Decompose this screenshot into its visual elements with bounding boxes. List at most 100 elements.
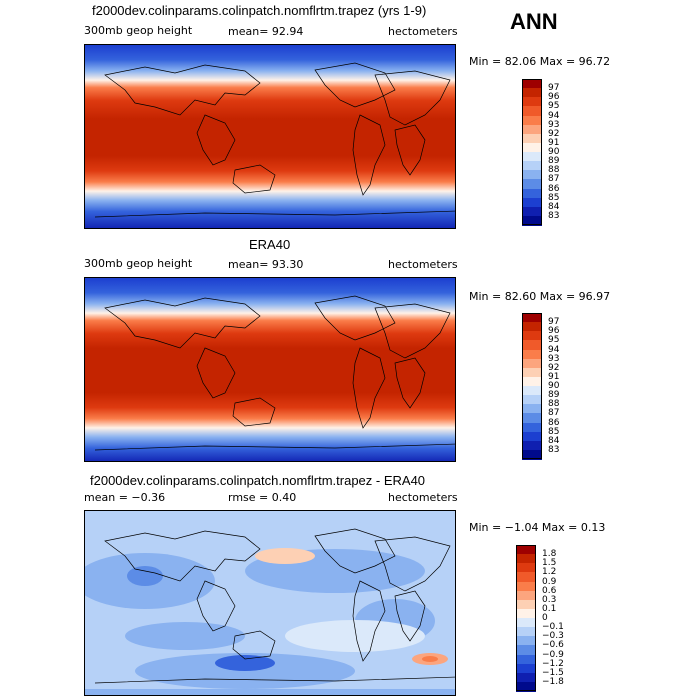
colorbar-swatch bbox=[522, 206, 542, 217]
colorbar-swatch bbox=[522, 449, 542, 460]
colorbar-swatch bbox=[522, 349, 542, 360]
colorbar-swatch bbox=[522, 376, 542, 387]
colorbar-swatch bbox=[516, 554, 536, 565]
panel1-mean-label: mean= 92.94 bbox=[228, 25, 304, 38]
panel3-coastlines bbox=[94, 528, 455, 684]
colorbar-tick-label: 90 bbox=[548, 381, 560, 391]
colorbar-swatch bbox=[516, 618, 536, 628]
panel2-units-label: hectometers bbox=[388, 258, 458, 271]
colorbar-tick-label: 87 bbox=[548, 174, 560, 185]
colorbar-tick-label: 86 bbox=[548, 183, 560, 194]
panel1-coastlines bbox=[94, 62, 455, 218]
panel3-diff-field bbox=[85, 548, 455, 695]
colorbar-swatch bbox=[522, 331, 542, 342]
colorbar-swatch bbox=[522, 395, 542, 406]
colorbar-swatch bbox=[522, 431, 542, 442]
colorbar-swatch bbox=[522, 170, 542, 181]
colorbar-tick-label: 95 bbox=[548, 335, 560, 346]
colorbar-swatch bbox=[516, 572, 536, 583]
colorbar-swatch bbox=[522, 340, 542, 351]
colorbar-swatch bbox=[522, 133, 542, 144]
colorbar-tick-label: 88 bbox=[548, 399, 560, 410]
panel2-coastlines bbox=[94, 295, 455, 451]
colorbar-swatch bbox=[522, 188, 542, 199]
colorbar-swatch bbox=[516, 672, 536, 683]
colorbar-tick-label: 91 bbox=[548, 371, 560, 382]
colorbar-tick-label: −1.5 bbox=[542, 667, 564, 678]
colorbar-swatch bbox=[522, 215, 542, 226]
panel1-field-label: 300mb geop height bbox=[84, 24, 193, 37]
colorbar-swatch bbox=[516, 590, 536, 601]
panel3-rmse-label: rmse = 0.40 bbox=[228, 491, 297, 504]
colorbar-swatch bbox=[522, 322, 542, 333]
colorbar-tick-label: 94 bbox=[548, 344, 560, 355]
colorbar-swatch bbox=[522, 152, 542, 162]
panel1-title: f2000dev.colinparams.colinpatch.nomflrtm… bbox=[92, 3, 427, 18]
panel2-map bbox=[84, 277, 456, 462]
colorbar-tick-label: 93 bbox=[548, 119, 560, 130]
colorbar-swatch bbox=[522, 422, 542, 433]
panel2-mean-label: mean= 93.30 bbox=[228, 258, 304, 271]
colorbar-tick-label: 96 bbox=[548, 92, 560, 103]
colorbar-tick-label: 92 bbox=[548, 128, 560, 139]
panel1-units-label: hectometers bbox=[388, 25, 458, 38]
colorbar-tick-label: −0.9 bbox=[542, 649, 564, 660]
panel3-title: f2000dev.colinparams.colinpatch.nomflrtm… bbox=[90, 473, 426, 488]
colorbar-tick-label: 83 bbox=[548, 210, 560, 221]
colorbar-swatch bbox=[516, 681, 536, 692]
colorbar-swatch bbox=[522, 115, 542, 126]
colorbar-tick-label: 95 bbox=[548, 101, 560, 112]
colorbar-swatch bbox=[516, 654, 536, 665]
panel2-title: ERA40 bbox=[249, 237, 291, 252]
panel1-colorbar: 97 96 95 94 93 92 91 90 89 88 87 86 85 84 83 bbox=[522, 79, 582, 226]
season-label: ANN bbox=[510, 9, 558, 34]
colorbar-tick-label: −0.6 bbox=[542, 640, 564, 651]
colorbar-swatch bbox=[516, 599, 536, 610]
colorbar-tick-label: 85 bbox=[548, 426, 560, 437]
colorbar-swatch bbox=[522, 161, 542, 172]
colorbar-swatch bbox=[516, 581, 536, 592]
colorbar-swatch bbox=[522, 142, 542, 153]
colorbar-tick-label: 87 bbox=[548, 408, 560, 419]
panel3-map bbox=[84, 510, 456, 696]
colorbar-tick-label: 90 bbox=[548, 147, 560, 157]
colorbar-swatch bbox=[522, 179, 542, 190]
colorbar-tick-label: −1.8 bbox=[542, 676, 564, 687]
panel3-units-label: hectometers bbox=[388, 491, 458, 504]
colorbar-swatch bbox=[522, 88, 542, 99]
colorbar-tick-label: 94 bbox=[548, 110, 560, 121]
colorbar-swatch bbox=[516, 563, 536, 574]
colorbar-swatch bbox=[522, 386, 542, 396]
colorbar-tick-label: −1.2 bbox=[542, 658, 564, 669]
colorbar-tick-label: 89 bbox=[548, 156, 560, 167]
panel3-minmax: Min = −1.04 Max = 0.13 bbox=[469, 521, 606, 534]
colorbar-tick-label: 97 bbox=[548, 317, 560, 328]
colorbar-tick-label: 1.8 bbox=[542, 549, 557, 560]
colorbar-tick-label: 86 bbox=[548, 417, 560, 428]
colorbar-swatch bbox=[516, 608, 536, 619]
colorbar-swatch bbox=[522, 79, 542, 89]
colorbar-tick-label: 1.5 bbox=[542, 558, 557, 569]
panel3-colorbar: 1.8 1.5 1.2 0.9 0.6 0.3 0.1 0 −0.1 −0.3 −0.6 −0.9 −1… bbox=[516, 545, 576, 692]
colorbar-swatch bbox=[522, 106, 542, 117]
colorbar-tick-label: 0.1 bbox=[542, 603, 557, 614]
colorbar-swatch bbox=[516, 663, 536, 674]
colorbar-swatch bbox=[516, 636, 536, 647]
colorbar-swatch bbox=[522, 413, 542, 424]
colorbar-tick-label: 97 bbox=[548, 83, 560, 94]
colorbar-tick-label: 91 bbox=[548, 137, 560, 148]
colorbar-tick-label: 96 bbox=[548, 326, 560, 337]
colorbar-swatch bbox=[522, 313, 542, 323]
panel1-map bbox=[84, 44, 456, 229]
panel2-colorbar: 97 96 95 94 93 92 91 90 89 88 87 86 85 84 83 bbox=[522, 313, 582, 460]
colorbar-tick-label: 83 bbox=[548, 444, 560, 455]
panel2-minmax: Min = 82.60 Max = 96.97 bbox=[469, 290, 611, 303]
panel1-minmax: Min = 82.06 Max = 96.72 bbox=[469, 55, 611, 68]
colorbar-swatch bbox=[522, 197, 542, 208]
colorbar-swatch bbox=[522, 358, 542, 369]
colorbar-swatch bbox=[522, 440, 542, 451]
colorbar-tick-label: 0.6 bbox=[542, 585, 557, 596]
colorbar-tick-label: 0.3 bbox=[542, 594, 557, 605]
colorbar-swatch bbox=[522, 367, 542, 378]
colorbar-swatch bbox=[516, 545, 536, 555]
